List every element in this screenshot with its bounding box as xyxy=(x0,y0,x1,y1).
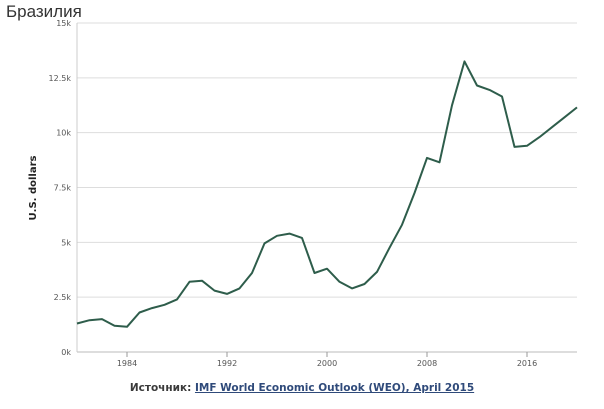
x-tick-label: 2016 xyxy=(517,359,537,368)
data-point[interactable] xyxy=(274,233,280,239)
data-point[interactable] xyxy=(349,285,355,291)
data-point[interactable] xyxy=(212,288,218,294)
data-point[interactable] xyxy=(287,231,293,237)
data-point[interactable] xyxy=(237,285,243,291)
data-point[interactable] xyxy=(312,270,318,276)
y-tick-labels: 0k 2.5k 5k 7.5k 10k 12.5k 15k xyxy=(49,19,72,357)
data-point[interactable] xyxy=(299,235,305,241)
data-point[interactable] xyxy=(399,222,405,228)
source-link[interactable]: IMF World Economic Outlook (WEO), April … xyxy=(194,382,475,394)
data-point[interactable] xyxy=(137,310,143,316)
y-axis-label: U.S. dollars xyxy=(28,155,39,220)
data-point[interactable] xyxy=(574,104,580,110)
data-point[interactable] xyxy=(562,114,568,120)
y-tick-label: 15k xyxy=(56,19,71,28)
x-tick-label: 1992 xyxy=(217,359,237,368)
source-note: Источник: IMF World Economic Outlook (WE… xyxy=(0,382,604,394)
data-point[interactable] xyxy=(499,93,505,99)
y-tick-label: 10k xyxy=(56,129,71,138)
data-point[interactable] xyxy=(187,279,193,285)
data-point[interactable] xyxy=(174,296,180,302)
x-tick-label: 2008 xyxy=(417,359,437,368)
data-point[interactable] xyxy=(99,316,105,322)
series-line-brazil xyxy=(76,60,578,328)
data-point[interactable] xyxy=(412,190,418,196)
data-point[interactable] xyxy=(87,317,93,323)
y-tick-label: 2.5k xyxy=(54,293,72,302)
data-point[interactable] xyxy=(424,155,430,161)
data-point[interactable] xyxy=(374,269,380,275)
x-ticks: 1984 1992 2000 2008 2016 xyxy=(117,352,537,368)
data-point[interactable] xyxy=(337,279,343,285)
data-point[interactable] xyxy=(149,305,155,311)
source-label: Источник: xyxy=(129,382,192,394)
y-tick-label: 0k xyxy=(61,348,71,357)
y-tick-label: 5k xyxy=(61,238,71,247)
data-point[interactable] xyxy=(437,159,443,165)
data-point[interactable] xyxy=(74,320,80,326)
data-point[interactable] xyxy=(549,124,555,130)
data-point[interactable] xyxy=(524,143,530,149)
data-point[interactable] xyxy=(362,281,368,287)
data-point[interactable] xyxy=(249,270,255,276)
data-point[interactable] xyxy=(199,278,205,284)
data-point[interactable] xyxy=(262,240,268,246)
x-tick-label: 1984 xyxy=(117,359,137,368)
y-tick-label: 12.5k xyxy=(49,74,72,83)
data-point[interactable] xyxy=(537,134,543,140)
data-point[interactable] xyxy=(462,58,468,64)
data-point[interactable] xyxy=(112,323,118,329)
data-points xyxy=(74,58,580,329)
data-point[interactable] xyxy=(474,83,480,89)
x-tick-label: 2000 xyxy=(317,359,337,368)
chart-title: Бразилия xyxy=(6,2,82,21)
data-point[interactable] xyxy=(124,324,130,330)
data-point[interactable] xyxy=(487,87,493,93)
y-tick-label: 7.5k xyxy=(54,184,72,193)
data-point[interactable] xyxy=(324,266,330,272)
data-point[interactable] xyxy=(449,102,455,108)
grid-lines xyxy=(77,22,577,353)
data-point[interactable] xyxy=(162,302,168,308)
data-point[interactable] xyxy=(387,245,393,251)
data-point[interactable] xyxy=(224,291,230,297)
data-point[interactable] xyxy=(512,144,518,150)
